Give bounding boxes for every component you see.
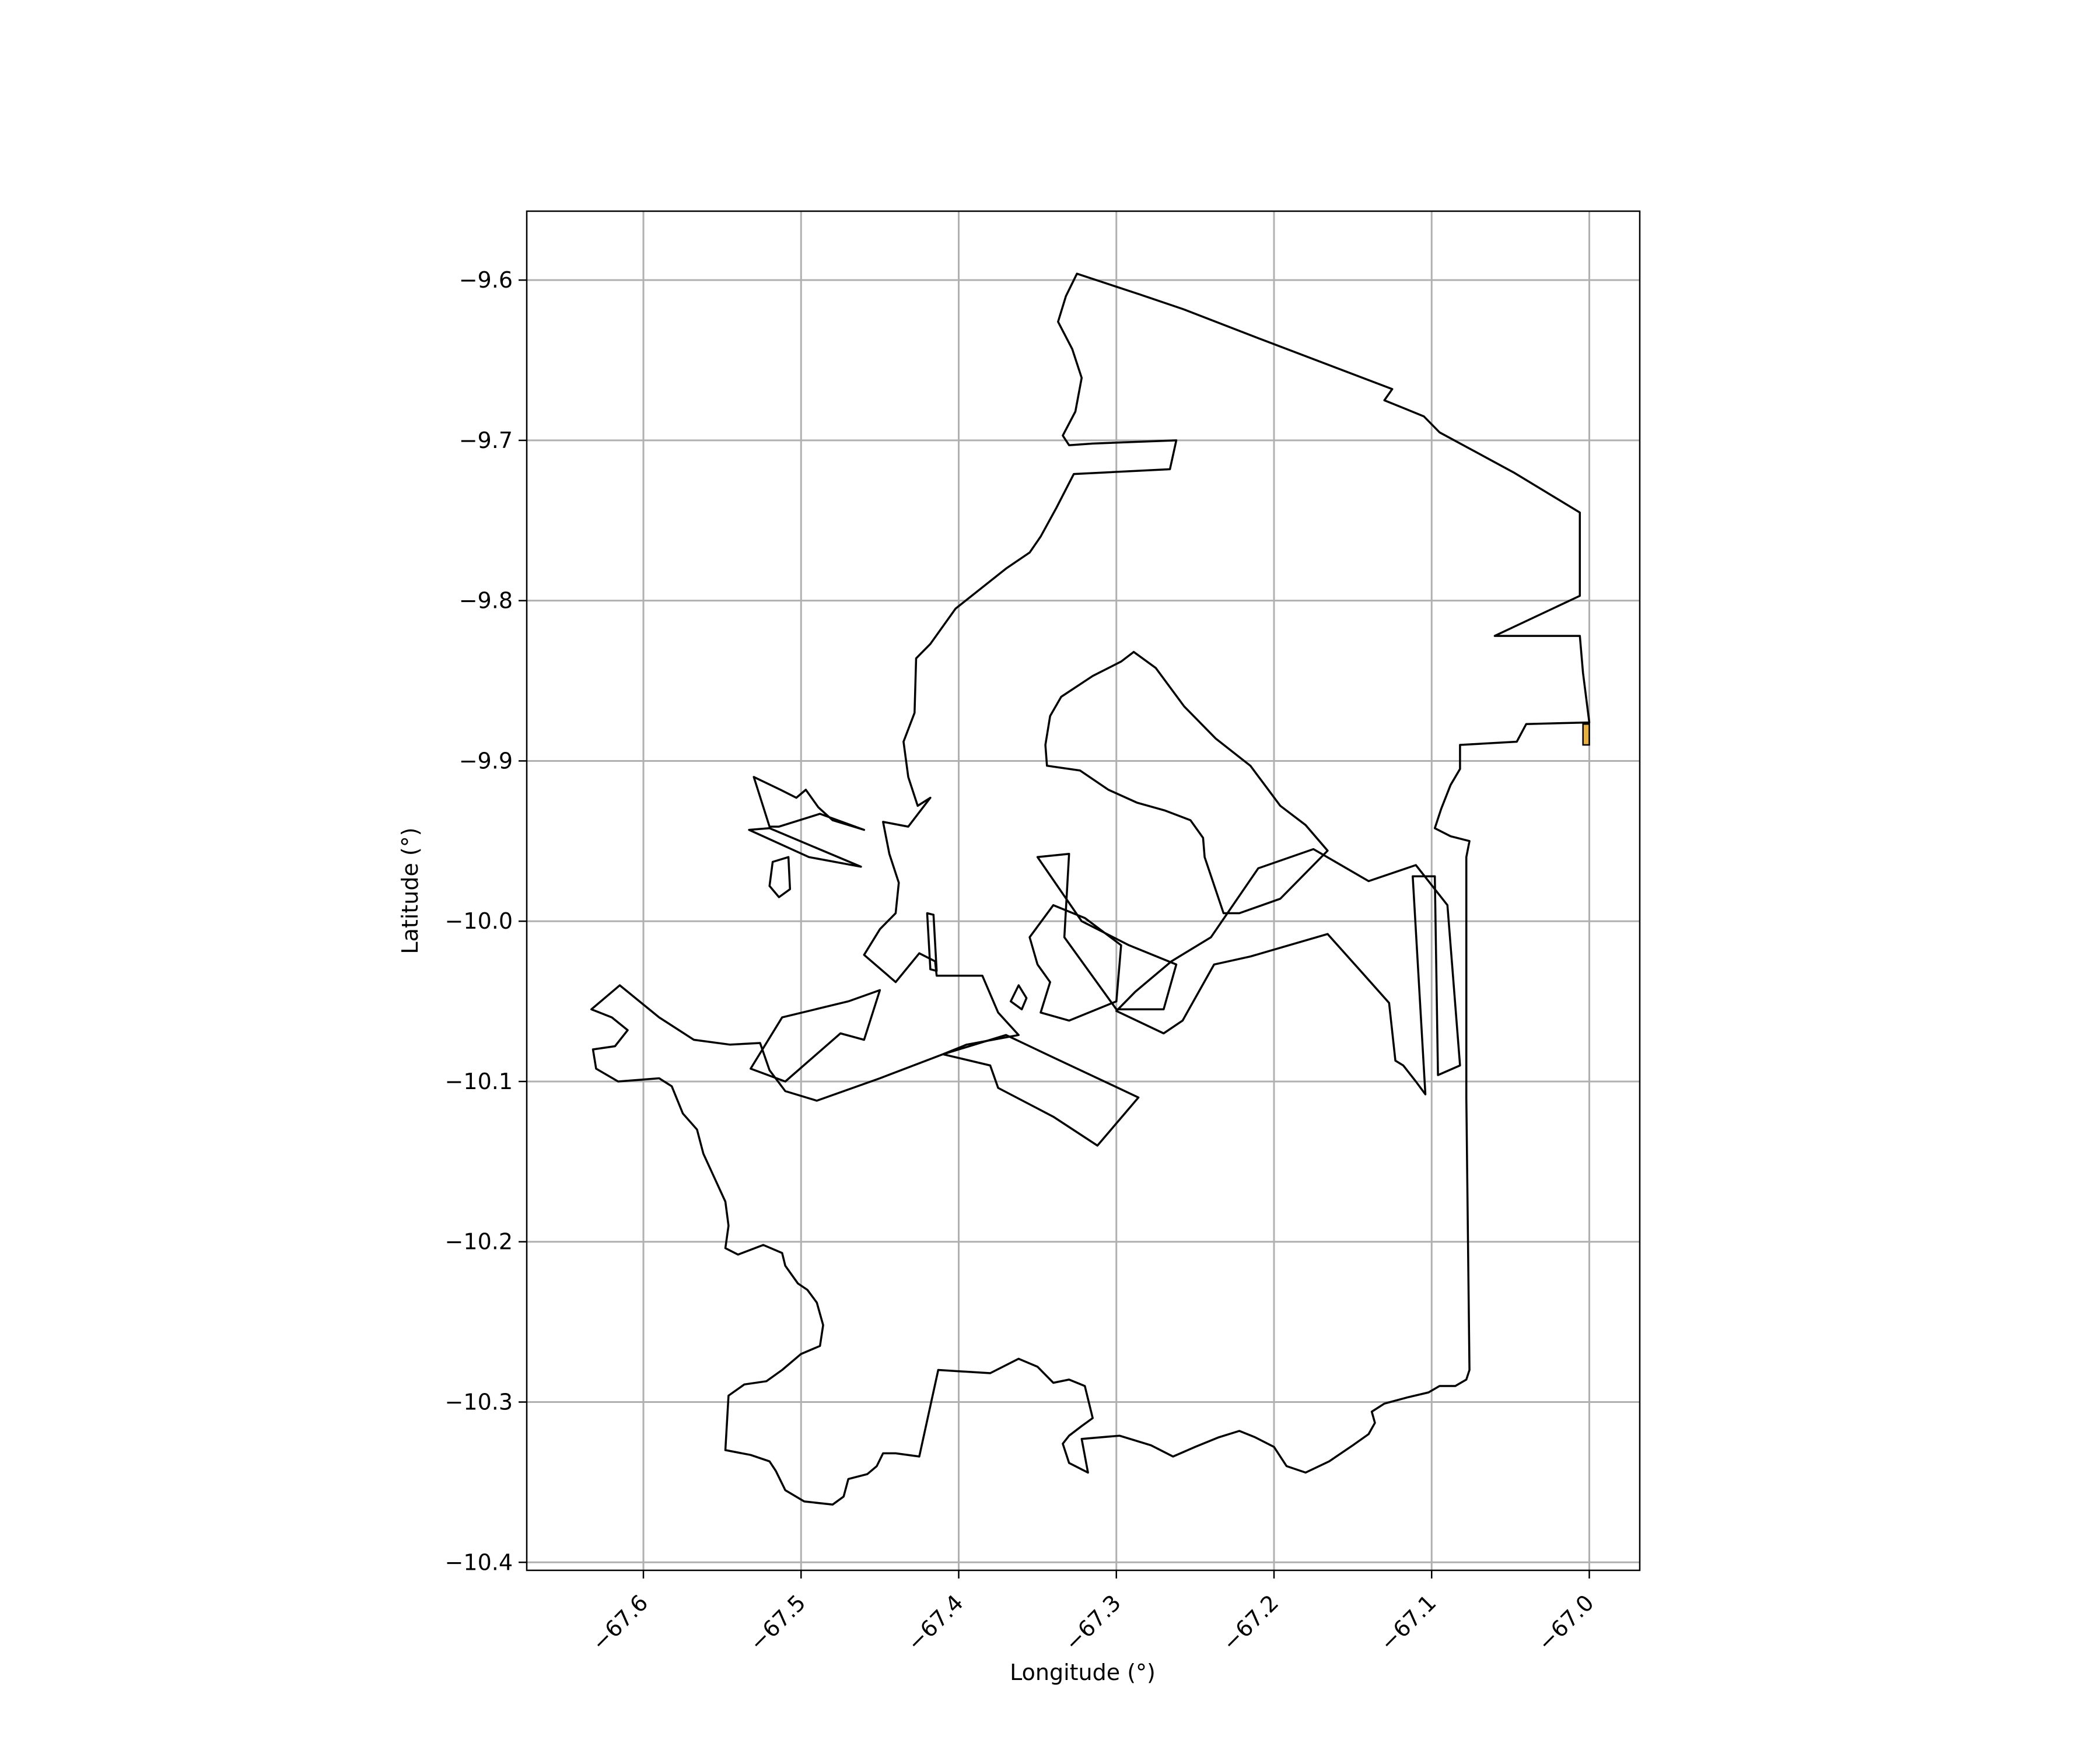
- region-boundaries: [590, 272, 1591, 1506]
- southwest-parcel: [750, 989, 881, 1083]
- x-tick-label: −67.0: [1532, 1590, 1598, 1656]
- x-axis-label: Longitude (°): [1010, 1660, 1156, 1685]
- central-diagonal: [1036, 853, 1178, 1011]
- x-tick-label: −67.1: [1375, 1590, 1441, 1656]
- y-tick-label: −9.8: [459, 588, 513, 614]
- grid-lines: [527, 211, 1640, 1570]
- y-tick-label: −10.1: [445, 1069, 513, 1094]
- inner-north-tract: [1044, 650, 1329, 915]
- y-tick-label: −9.9: [459, 748, 513, 774]
- x-tick-label: −67.5: [744, 1590, 810, 1656]
- x-tick-label: −67.4: [902, 1590, 968, 1656]
- y-tick-label: −10.2: [445, 1229, 513, 1255]
- west-island: [752, 776, 866, 831]
- thin-central-strip: [926, 912, 938, 972]
- plot-frame: [526, 210, 1641, 1572]
- highlight-patch: [1582, 723, 1590, 746]
- y-axis-label: Latitude (°): [397, 827, 423, 954]
- y-tick-label: −9.7: [459, 428, 513, 453]
- x-axis-ticks: −67.6 −67.5 −67.4 −67.3 −67.2 −67.1 −67.0: [587, 1570, 1599, 1656]
- y-tick-label: −10.3: [445, 1389, 513, 1415]
- y-tick-label: −9.6: [459, 267, 513, 293]
- east-middle-tract: [1115, 848, 1461, 1096]
- y-axis-ticks: −9.6 −9.7 −9.8 −9.9 −10.0 −10.1 −10.2 −10.3 −10.…: [445, 267, 527, 1575]
- y-tick-label: −10.0: [445, 908, 513, 934]
- small-central-notch: [1009, 984, 1028, 1011]
- x-tick-label: −67.3: [1060, 1590, 1126, 1656]
- west-strip: [748, 827, 862, 868]
- outer-boundary: [590, 272, 1591, 1506]
- x-tick-label: −67.6: [587, 1590, 653, 1656]
- central-loop: [1028, 904, 1122, 1022]
- y-tick-label: −10.4: [445, 1549, 513, 1575]
- west-small-island: [768, 856, 792, 898]
- south-central-parcel: [942, 1034, 1140, 1147]
- x-tick-label: −67.2: [1217, 1590, 1283, 1656]
